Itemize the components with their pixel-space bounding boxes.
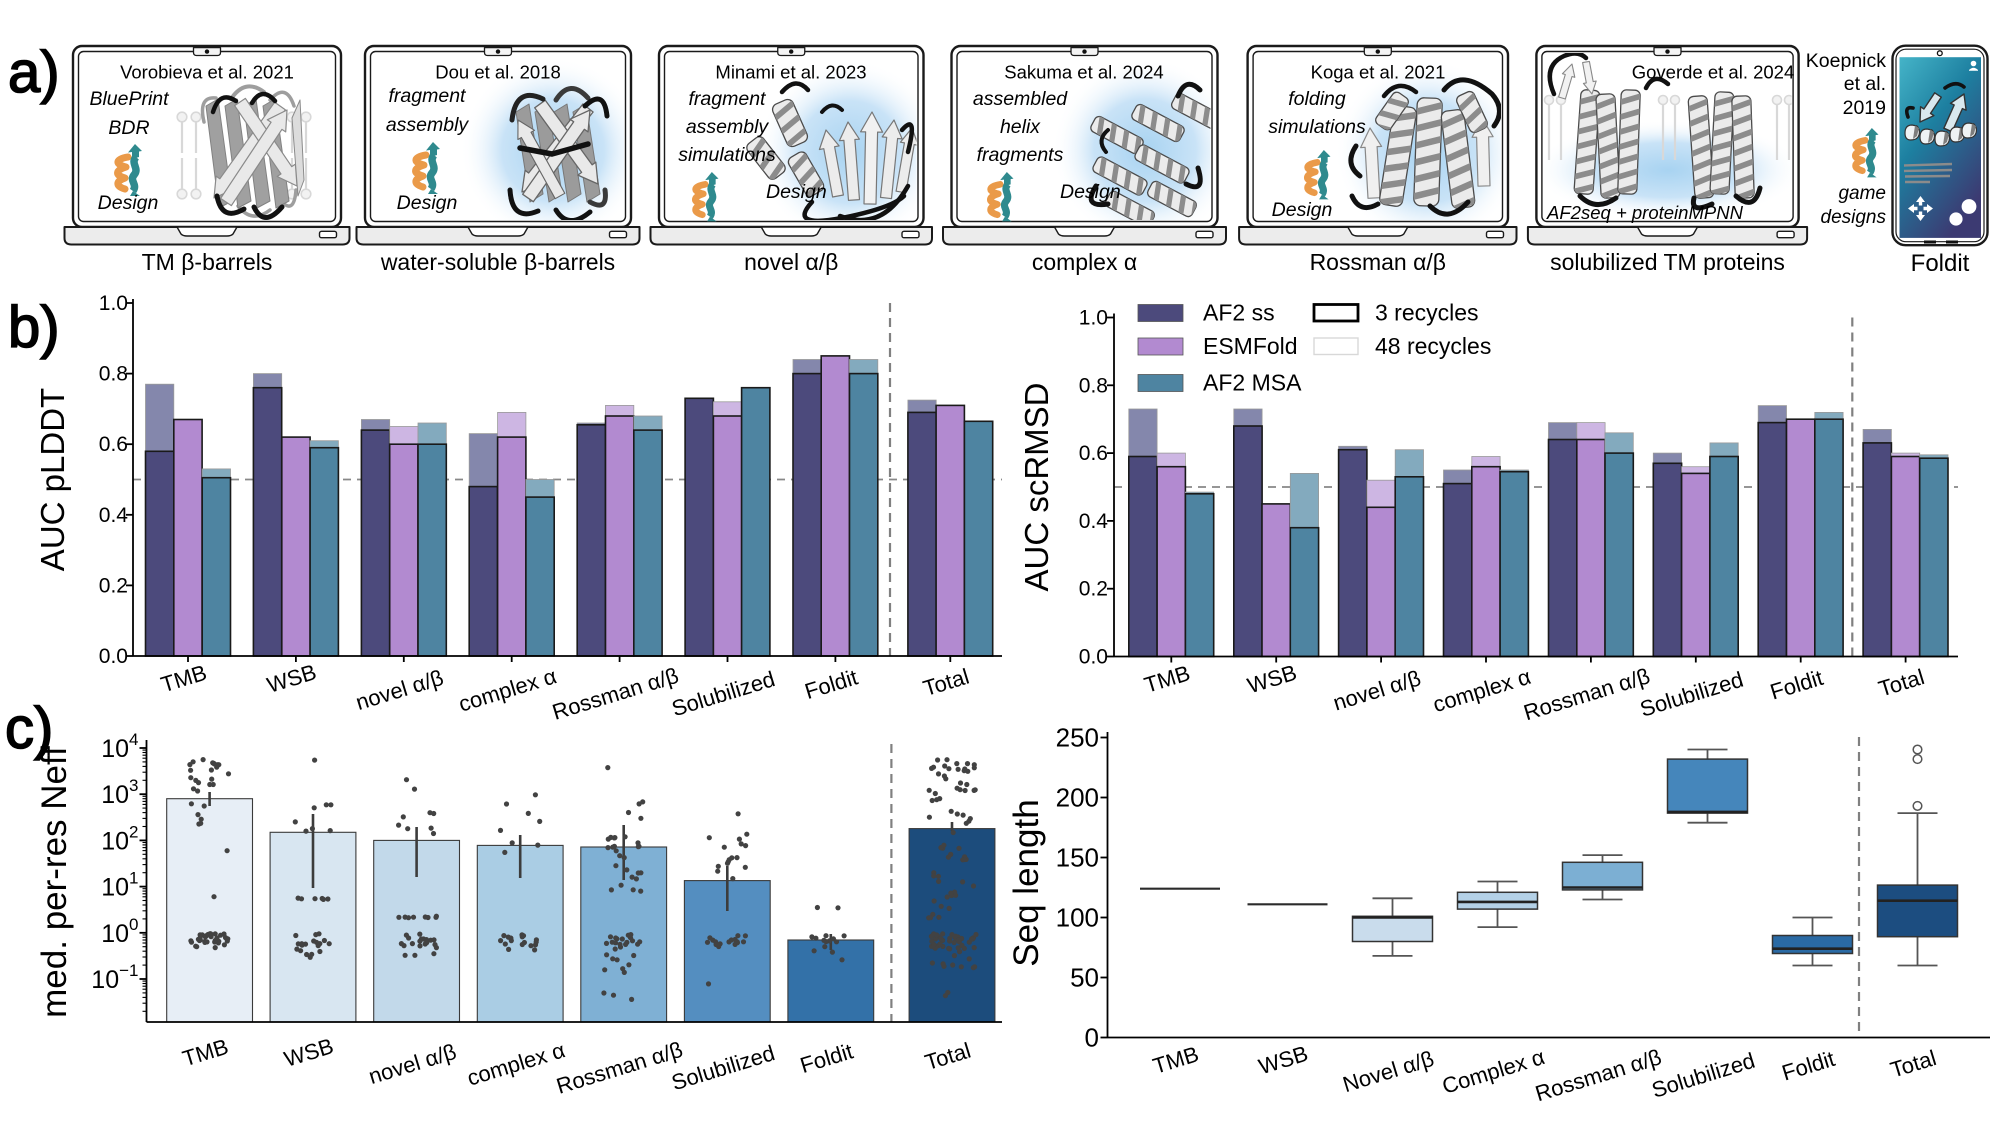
svg-text:fragment: fragment (689, 88, 768, 110)
svg-text:0.0: 0.0 (1079, 646, 1108, 669)
svg-text:103: 103 (101, 776, 138, 809)
svg-text:water-soluble β-barrels: water-soluble β-barrels (380, 249, 615, 275)
svg-text:1.0: 1.0 (99, 292, 128, 315)
svg-text:0.6: 0.6 (1079, 442, 1108, 465)
svg-text:Foldit: Foldit (1911, 250, 1970, 277)
svg-text:fragments: fragments (977, 144, 1064, 166)
svg-text:complex α: complex α (1032, 249, 1137, 275)
svg-text:AF2seq + proteinMPNN: AF2seq + proteinMPNN (1546, 202, 1744, 223)
svg-text:0.6: 0.6 (99, 433, 128, 456)
svg-text:AF2 ss: AF2 ss (1203, 300, 1275, 326)
svg-text:Sakuma et al. 2024: Sakuma et al. 2024 (1004, 62, 1163, 83)
svg-text:10−1: 10−1 (91, 961, 138, 994)
svg-text:TM β-barrels: TM β-barrels (142, 249, 273, 275)
svg-text:med. per-res Neff: med. per-res Neff (35, 746, 74, 1018)
svg-text:Design: Design (1272, 199, 1333, 221)
svg-text:AUC scRMSD: AUC scRMSD (1018, 382, 1055, 591)
svg-text:2019: 2019 (1843, 97, 1886, 119)
svg-text:0: 0 (1085, 1023, 1099, 1053)
svg-text:et al.: et al. (1844, 73, 1886, 95)
svg-text:a): a) (8, 40, 60, 105)
svg-text:50: 50 (1070, 963, 1099, 993)
svg-text:3 recycles: 3 recycles (1375, 300, 1479, 326)
svg-text:100: 100 (101, 915, 138, 948)
svg-text:simulations: simulations (678, 144, 776, 166)
svg-text:novel α/β: novel α/β (744, 249, 838, 275)
svg-text:solubilized TM proteins: solubilized TM proteins (1550, 249, 1785, 275)
svg-text:Design: Design (397, 192, 458, 214)
svg-text:Dou et al. 2018: Dou et al. 2018 (435, 62, 560, 83)
svg-text:Design: Design (1060, 181, 1121, 203)
svg-text:fragment: fragment (389, 85, 468, 107)
svg-text:1.0: 1.0 (1079, 307, 1108, 330)
svg-text:simulations: simulations (1268, 116, 1366, 138)
svg-text:Design: Design (766, 181, 827, 203)
svg-text:0.8: 0.8 (99, 363, 128, 386)
svg-text:Goverde et al. 2024: Goverde et al. 2024 (1632, 62, 1795, 83)
svg-text:Koga et al. 2021: Koga et al. 2021 (1311, 62, 1446, 83)
svg-text:assembled: assembled (973, 88, 1068, 110)
svg-text:AUC pLDDT: AUC pLDDT (34, 388, 71, 571)
svg-text:AF2 MSA: AF2 MSA (1203, 370, 1302, 396)
svg-text:250: 250 (1056, 723, 1099, 753)
svg-text:game: game (1838, 183, 1886, 204)
svg-text:helix: helix (1000, 116, 1041, 138)
svg-text:assembly: assembly (686, 116, 770, 138)
svg-text:200: 200 (1056, 783, 1099, 813)
svg-text:Seq length: Seq length (1007, 799, 1046, 966)
svg-text:102: 102 (101, 822, 138, 855)
svg-text:c): c) (5, 696, 53, 761)
svg-text:Design: Design (98, 192, 159, 214)
svg-text:ESMFold: ESMFold (1203, 333, 1298, 359)
svg-text:Minami et al. 2023: Minami et al. 2023 (715, 62, 866, 83)
svg-text:0.2: 0.2 (1079, 578, 1108, 601)
svg-text:BDR: BDR (108, 117, 149, 139)
svg-text:0.8: 0.8 (1079, 374, 1108, 397)
svg-text:104: 104 (101, 730, 138, 763)
svg-text:designs: designs (1821, 207, 1887, 228)
svg-text:BluePrint: BluePrint (89, 88, 170, 110)
svg-text:48 recycles: 48 recycles (1375, 333, 1491, 359)
svg-text:folding: folding (1288, 88, 1346, 110)
svg-text:100: 100 (1056, 903, 1099, 933)
svg-text:b): b) (8, 295, 60, 360)
svg-text:150: 150 (1056, 843, 1099, 873)
svg-text:101: 101 (101, 869, 138, 902)
svg-text:0.0: 0.0 (99, 645, 128, 668)
svg-text:assembly: assembly (386, 114, 470, 136)
svg-text:Koepnick: Koepnick (1806, 50, 1886, 72)
svg-text:Vorobieva et al. 2021: Vorobieva et al. 2021 (120, 62, 294, 83)
svg-text:0.2: 0.2 (99, 574, 128, 597)
svg-text:Rossman α/β: Rossman α/β (1310, 249, 1446, 275)
svg-text:0.4: 0.4 (1079, 510, 1109, 533)
svg-text:0.4: 0.4 (99, 504, 129, 527)
